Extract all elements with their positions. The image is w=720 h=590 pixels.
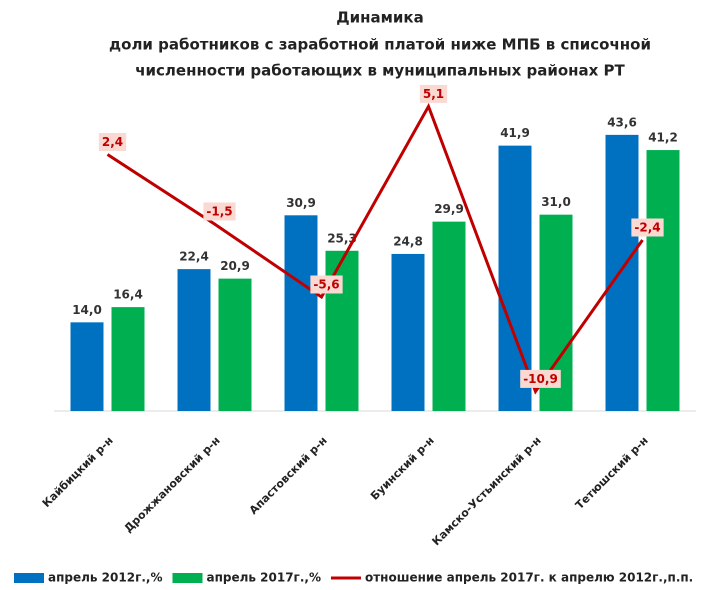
bar [111,307,145,411]
bar-value-label: 29,9 [434,202,464,216]
label-box [419,84,448,103]
line-value-label-text: -5,6 [313,278,339,292]
bar-value-label: 41,2 [648,131,678,145]
chart-title: численности работающих в муниципальных р… [135,62,625,80]
label-box [203,202,236,221]
line-value-label: -5,6 [310,275,343,294]
line-value-label-text: -1,5 [206,204,232,218]
bar [325,250,359,411]
bar [218,278,252,411]
bar-value-label: 14,0 [72,303,102,317]
bar-value-label: 31,0 [541,195,571,209]
bar-value-label: 41,9 [500,126,530,140]
label-box [98,133,127,151]
bar-value-label: 43,6 [607,115,637,129]
label-box [631,218,664,237]
x-tick-label: Буинский р-н [368,434,437,503]
legend-label: апрель 2012г.,% [48,571,162,585]
bar-value-label: 24,8 [393,234,423,248]
x-tick-label: Кайбицкий р-н [40,434,116,510]
bar [432,221,466,411]
label-box [520,369,561,388]
bar [177,269,211,411]
bar [646,150,680,412]
line-value-label: -2,4 [631,218,664,237]
line-value-label: 2,4 [98,133,127,151]
line-value-label: -10,9 [520,369,561,388]
line-value-label-text: -10,9 [523,372,558,386]
bar [391,253,425,411]
bar-value-label: 30,9 [286,196,316,210]
chart-title: Динамика [336,9,423,27]
x-tick-label: Камско-Устьинский р-н [430,434,544,548]
bar [284,215,318,411]
legend-label: апрель 2017г.,% [206,571,320,585]
x-tick-label: Тетюшский р-н [573,434,651,512]
bar [605,134,639,411]
chart-title: доли работников с заработной платой ниже… [109,36,651,54]
legend-swatch [14,573,44,583]
x-tick-label: Апастовский р-н [247,434,330,517]
label-box [310,275,343,294]
x-tick-label: Дрожжановский р-н [122,434,223,535]
line [106,102,644,395]
line-value-label: 5,1 [419,84,448,103]
bar-value-label: 16,4 [113,288,143,302]
line-value-label: -1,5 [203,202,236,221]
bar [70,322,104,411]
line-value-label-text: -2,4 [634,221,660,235]
line-value-label-text: 5,1 [423,87,444,101]
legend-swatch [172,573,203,583]
bar-value-label: 25,3 [327,231,357,245]
bar-value-label: 20,9 [220,259,250,273]
legend-label: отношение апрель 2017г. к апрелю 2012г.,… [365,571,693,585]
line-value-label-text: 2,4 [102,135,123,149]
bar-value-label: 22,4 [179,250,209,264]
